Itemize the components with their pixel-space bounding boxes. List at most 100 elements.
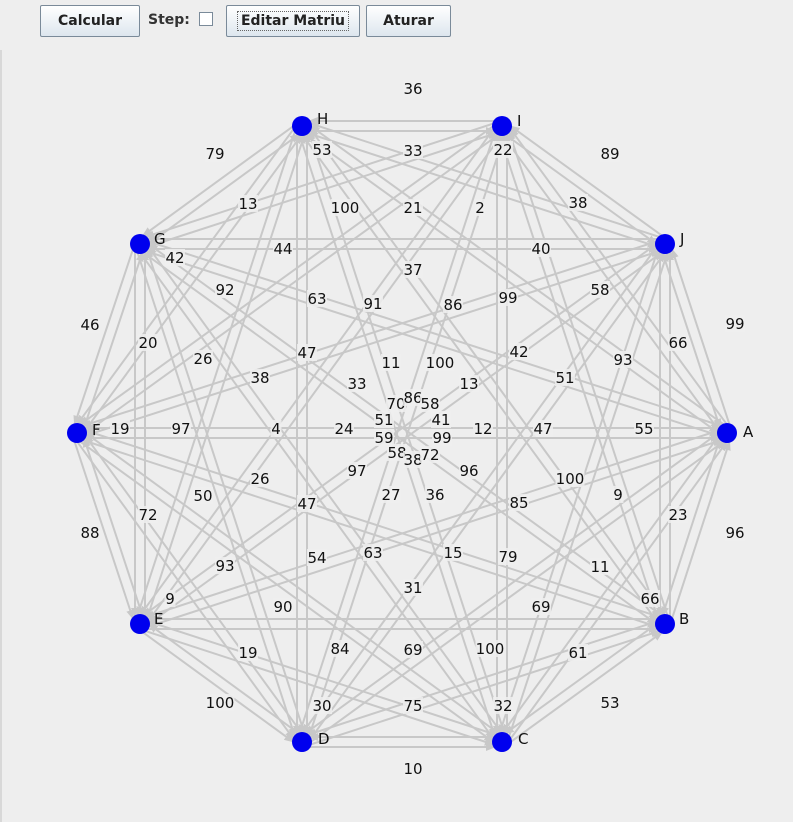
node-e[interactable]: [130, 614, 150, 634]
edge-gi: [141, 129, 504, 250]
edge-ji: [504, 121, 669, 241]
edge-weight-bg: [668, 506, 688, 523]
edge-weight-bg: [555, 369, 575, 386]
edge-weight-label: 33: [347, 375, 366, 393]
edge-ia: [497, 128, 724, 437]
edge-weight-bg: [165, 249, 185, 266]
edge-weight-label: 70: [386, 395, 405, 413]
edge-weight-label: 12: [473, 420, 492, 438]
edge-jf: [75, 238, 664, 430]
edge-ec: [138, 627, 501, 748]
edge-weight-label: 36: [425, 486, 444, 504]
edge-weight-bg: [387, 444, 407, 461]
edge-weight-label: 51: [555, 369, 574, 387]
edge-fe: [71, 434, 137, 626]
node-j[interactable]: [655, 234, 675, 254]
edge-ce: [141, 618, 504, 739]
edge-weight-label: 58: [387, 444, 406, 462]
edge-weight-label: 38: [403, 451, 422, 469]
edge-weight-label: 61: [568, 644, 587, 662]
edge-dj: [305, 246, 670, 746]
edge-weight-label: 10: [403, 760, 422, 778]
edge-weight-bg: [238, 195, 258, 212]
edge-weight-bg: [432, 429, 452, 446]
edge-weight-bg: [312, 697, 332, 714]
edge-weight-bg: [600, 694, 620, 711]
node-b[interactable]: [655, 614, 675, 634]
edge-weight-bg: [425, 354, 455, 371]
edge-ga: [138, 247, 726, 439]
edge-weight-bg: [531, 598, 551, 615]
edge-weight-label: 92: [215, 281, 234, 299]
edge-weight-label: 54: [307, 549, 326, 567]
edit-matrix-button[interactable]: Editar Matriu: [226, 5, 360, 37]
edge-jc: [496, 242, 662, 741]
edge-weight-label: 32: [493, 697, 512, 715]
node-h[interactable]: [292, 116, 312, 136]
edge-weight-bg: [250, 369, 270, 386]
edge-weight-label: 19: [238, 644, 257, 662]
edge-fd: [72, 435, 299, 746]
edge-weight-bg: [443, 296, 463, 313]
edge-weight-label: 93: [613, 351, 632, 369]
edge-weight-label: 59: [374, 429, 393, 447]
node-a[interactable]: [717, 423, 737, 443]
edge-weight-label: 47: [297, 495, 316, 513]
edge-weight-label: 63: [307, 290, 326, 308]
node-g[interactable]: [130, 234, 150, 254]
edge-weight-label: 50: [193, 487, 212, 505]
edge-jh: [303, 120, 667, 241]
edge-ie: [135, 122, 499, 622]
node-label-i: I: [517, 112, 521, 130]
step-checkbox[interactable]: [199, 12, 213, 26]
edge-ea: [141, 436, 729, 630]
edge-weight-label: 91: [363, 295, 382, 313]
edge-weight-bg: [80, 316, 100, 333]
edge-weight-bg: [493, 697, 513, 714]
edge-ei: [143, 128, 507, 628]
calculate-button[interactable]: Calcular: [40, 5, 140, 37]
edge-weight-label: 40: [531, 240, 550, 258]
node-i[interactable]: [492, 116, 512, 136]
edge-weight-bg: [307, 290, 327, 307]
edge-gf: [71, 242, 137, 432]
edge-weight-label: 9: [613, 486, 623, 504]
node-d[interactable]: [292, 732, 312, 752]
edge-weight-bg: [297, 495, 317, 512]
edge-weight-bg: [215, 557, 235, 574]
edge-weight-bg: [347, 375, 367, 392]
edge-db: [303, 627, 667, 748]
edge-fj: [78, 247, 667, 439]
edge-gd: [134, 245, 299, 744]
edge-weight-label: 53: [312, 141, 331, 159]
node-c[interactable]: [492, 732, 512, 752]
edge-weight-label: 100: [206, 694, 235, 712]
edge-weight-bg: [590, 558, 610, 575]
edge-weight-label: 99: [498, 289, 517, 307]
edge-weight-bg: [193, 487, 213, 504]
edge-weight-label: 97: [347, 462, 366, 480]
stop-button[interactable]: Aturar: [366, 5, 451, 37]
edge-weight-label: 13: [459, 375, 478, 393]
step-label: Step:: [148, 12, 190, 28]
edge-weight-bg: [403, 80, 423, 97]
edge-weight-bg: [381, 354, 401, 371]
edge-weight-bg: [403, 579, 423, 596]
edge-he: [134, 124, 299, 623]
edge-weight-bg: [250, 470, 270, 487]
edge-weight-bg: [475, 640, 505, 657]
edge-da: [304, 436, 731, 747]
edge-weight-label: 100: [426, 354, 455, 372]
edge-ae: [138, 427, 726, 621]
edge-weight-label: 96: [725, 524, 744, 542]
edge-weight-bg: [193, 350, 213, 367]
edge-weight-bg: [533, 420, 553, 437]
edge-weight-bg: [420, 446, 440, 463]
edge-weight-label: 24: [334, 420, 353, 438]
edge-weight-label: 11: [381, 354, 400, 372]
edge-fh: [80, 128, 307, 437]
edge-weight-label: 93: [215, 557, 234, 575]
edge-weight-label: 13: [238, 195, 257, 213]
edge-weight-bg: [273, 598, 293, 615]
node-f[interactable]: [67, 423, 87, 443]
